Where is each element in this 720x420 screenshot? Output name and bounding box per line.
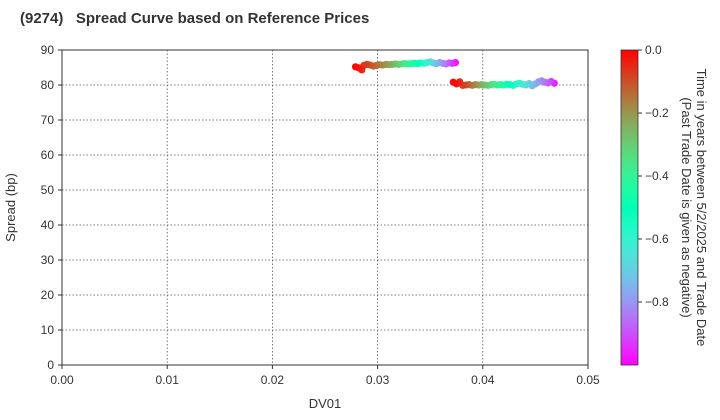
- chart-title: (9274) Spread Curve based on Reference P…: [20, 10, 370, 27]
- y-axis-label: Spread (bp): [3, 173, 18, 242]
- y-tick-label: 80: [41, 78, 55, 92]
- y-tick-label: 30: [41, 253, 55, 267]
- colorbar-tick-label: 0.0: [645, 43, 662, 57]
- scatter-point-bond-2: [449, 78, 457, 86]
- y-tick-label: 40: [41, 218, 55, 232]
- colorbar-tick-label: −0.6: [645, 232, 669, 246]
- y-tick-label: 0: [47, 358, 54, 372]
- colorbar-label-line2: (Past Trade Date is given as negative): [679, 97, 694, 317]
- scatter-point-bond-1: [351, 63, 360, 71]
- x-tick-label: 0.03: [366, 373, 390, 387]
- colorbar-tick-label: −0.8: [645, 295, 669, 309]
- y-tick-label: 10: [41, 323, 55, 337]
- colorbar: [620, 49, 639, 366]
- y-tick-label: 60: [41, 148, 55, 162]
- x-tick-label: 0.01: [156, 373, 180, 387]
- x-tick-label: 0.04: [471, 373, 495, 387]
- x-tick-label: 0.02: [261, 373, 285, 387]
- colorbar-label-line1: Time in years between 5/2/2025 and Trade…: [694, 69, 709, 347]
- x-tick-label: 0.00: [50, 373, 74, 387]
- y-tick-label: 90: [41, 43, 55, 57]
- x-axis-label: DV01: [309, 396, 342, 411]
- plot-area: [62, 50, 588, 365]
- colorbar-tick-label: −0.4: [645, 169, 669, 183]
- colorbar-tick-label: −0.2: [645, 106, 669, 120]
- y-tick-label: 70: [41, 113, 55, 127]
- plot-frame: [61, 49, 589, 366]
- y-tick-label: 50: [41, 183, 55, 197]
- x-tick-label: 0.05: [576, 373, 600, 387]
- y-tick-label: 20: [41, 288, 55, 302]
